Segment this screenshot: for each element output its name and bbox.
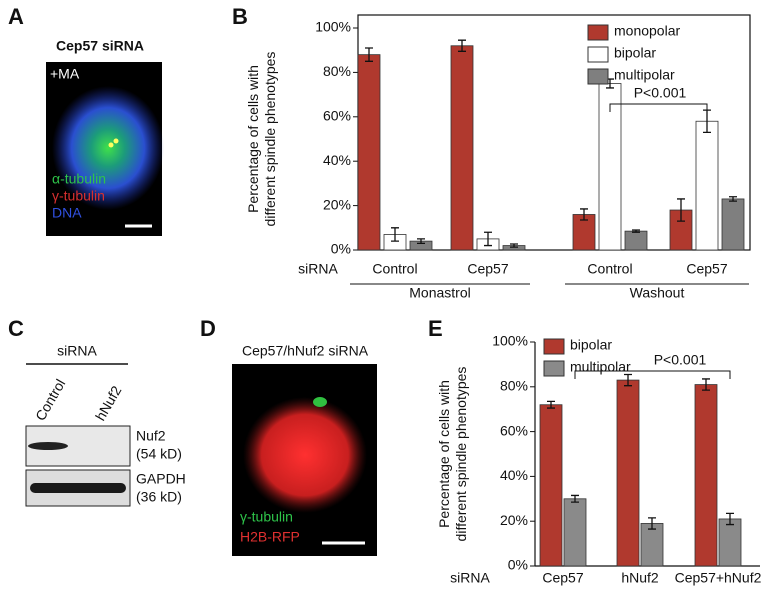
bar [718, 518, 742, 567]
stain-label: γ-tubulin [52, 188, 105, 204]
y-tick-label: 0% [508, 557, 528, 573]
error-bar [702, 378, 710, 391]
bar [616, 379, 640, 567]
cell [243, 397, 367, 513]
legend-swatch [543, 360, 565, 377]
y-axis-label-line: Percentage of cells with [245, 65, 261, 213]
error-bar [484, 231, 492, 247]
blot-header: siRNA [57, 343, 97, 359]
y-tick-label: 20% [323, 196, 351, 212]
error-bar [391, 227, 399, 242]
error-bar [365, 47, 373, 62]
cell [52, 86, 164, 210]
image-title: Cep57/hNuf2 siRNA [242, 343, 369, 359]
error-bar [632, 229, 640, 233]
band-size: (54 kD) [136, 446, 182, 462]
error-bar [417, 238, 425, 244]
centrosome [113, 138, 119, 144]
legend-swatch [587, 24, 609, 41]
band-label: GAPDH [136, 471, 186, 487]
annotation: P<0.001 [654, 352, 707, 368]
y-tick-label: 100% [315, 19, 351, 35]
x-tick-label: Cep57+hNuf2 [675, 570, 762, 586]
bar [695, 120, 719, 251]
y-tick-label: 40% [500, 467, 528, 483]
bar [539, 404, 563, 567]
y-tick-label: 60% [323, 108, 351, 124]
error-bar [729, 196, 737, 202]
lane-label: Control [32, 376, 68, 423]
annotation: P<0.001 [634, 85, 687, 101]
centrosome [313, 397, 327, 407]
band [28, 442, 68, 450]
stain-label: α-tubulin [52, 171, 106, 187]
x-prefix: siRNA [450, 570, 490, 586]
legend-label: monopolar [614, 23, 680, 39]
panel-label: B [232, 4, 248, 29]
y-tick-label: 20% [500, 512, 528, 528]
bar [563, 498, 587, 567]
x-tick-label: hNuf2 [621, 570, 659, 586]
y-axis-label-line: different spindle phenotypes [262, 52, 278, 227]
legend-label: multipolar [570, 359, 631, 375]
error-bar [458, 39, 466, 52]
band-label: Nuf2 [136, 428, 166, 444]
bar [721, 198, 745, 251]
error-bar [648, 517, 656, 530]
legend-swatch [543, 338, 565, 355]
legend-swatch [587, 68, 609, 85]
group-label: Washout [630, 285, 685, 301]
y-axis-label-line: Percentage of cells with [436, 380, 452, 528]
error-bar [547, 400, 555, 409]
error-bar [726, 512, 734, 526]
stain-label: H2B-RFP [240, 529, 300, 545]
y-axis-label: Percentage of cells withdifferent spindl… [436, 367, 469, 542]
centrosome [108, 142, 114, 148]
y-axis-label: Percentage of cells withdifferent spindl… [245, 52, 278, 227]
significance-bracket [574, 370, 731, 379]
error-bar [510, 243, 518, 248]
stain-label: γ-tubulin [240, 509, 293, 525]
error-bar [571, 494, 579, 503]
y-tick-label: 0% [331, 241, 351, 257]
error-bar [580, 208, 588, 221]
panel-label: E [428, 316, 443, 341]
y-tick-label: 60% [500, 422, 528, 438]
legend-label: bipolar [570, 337, 612, 353]
group-label: Monastrol [409, 285, 470, 301]
panel-label: D [200, 316, 216, 341]
y-axis-label-line: different spindle phenotypes [453, 367, 469, 542]
error-bar [677, 198, 685, 222]
x-tick-label: Control [372, 261, 417, 277]
bar [357, 54, 381, 251]
x-tick-label: Cep57 [467, 261, 508, 277]
image-text: +MA [50, 66, 80, 82]
band [30, 483, 126, 493]
lane-label: hNuf2 [92, 383, 125, 424]
x-prefix: siRNA [298, 261, 338, 277]
band-size: (36 kD) [136, 489, 182, 505]
bar [624, 230, 648, 251]
y-tick-label: 40% [323, 152, 351, 168]
error-bar [624, 373, 632, 387]
legend-label: multipolar [614, 67, 675, 83]
panel-label: C [8, 316, 24, 341]
x-tick-label: Cep57 [542, 570, 583, 586]
x-tick-label: Control [587, 261, 632, 277]
panel-label: A [8, 4, 24, 29]
significance-bracket [609, 103, 708, 112]
y-tick-label: 80% [500, 378, 528, 394]
y-tick-label: 80% [323, 63, 351, 79]
stain-label: DNA [52, 205, 82, 221]
legend-label: bipolar [614, 45, 656, 61]
y-tick-label: 100% [492, 333, 528, 349]
bar [450, 45, 474, 251]
x-tick-label: Cep57 [686, 261, 727, 277]
image-title: Cep57 siRNA [56, 38, 144, 54]
bar [694, 384, 718, 567]
bar [640, 523, 664, 567]
legend-swatch [587, 46, 609, 63]
